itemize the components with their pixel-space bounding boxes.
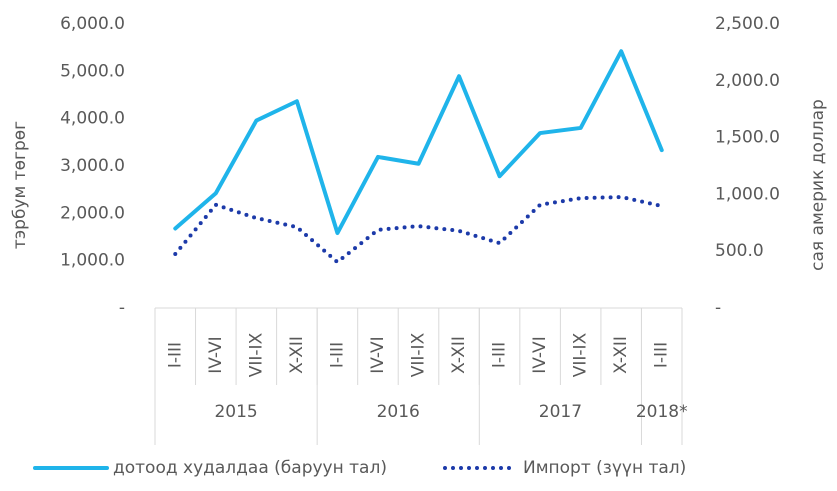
y2-axis-title: сая америк доллар bbox=[808, 99, 828, 271]
series-line bbox=[173, 49, 664, 236]
x-tick-label: IV-VI bbox=[368, 336, 388, 373]
group-label: 2017 bbox=[539, 402, 582, 422]
x-tick-label: VII-IX bbox=[246, 332, 266, 377]
y-axis-title: тэрбум төгрөг bbox=[10, 121, 30, 249]
x-tick-label: I-III bbox=[165, 342, 185, 368]
y2-tick-label: 2,000.0 bbox=[715, 71, 780, 91]
x-tick-label: VII-IX bbox=[571, 332, 591, 377]
y-tick-label: 1,000.0 bbox=[60, 251, 125, 271]
x-tick-label: X-XII bbox=[287, 336, 307, 374]
x-tick-label: VII-IX bbox=[409, 332, 429, 377]
y-tick-label: 4,000.0 bbox=[60, 109, 125, 129]
y-tick-label: 5,000.0 bbox=[60, 61, 125, 81]
y2-tick-label: 1,000.0 bbox=[715, 184, 780, 204]
y-tick-label: 2,000.0 bbox=[60, 203, 125, 223]
x-tick-label: IV-VI bbox=[530, 336, 550, 373]
y2-tick-label: 1,500.0 bbox=[715, 128, 780, 148]
y2-tick-label: 500.0 bbox=[715, 241, 764, 261]
x-tick-label: X-XII bbox=[611, 336, 631, 374]
x-tick-label: I-III bbox=[652, 342, 672, 368]
group-label: 2015 bbox=[214, 402, 257, 422]
legend-label: Импорт (зүүн тал) bbox=[523, 458, 686, 478]
y-tick-label: 3,000.0 bbox=[60, 156, 125, 176]
x-tick-label: I-III bbox=[327, 342, 347, 368]
y2-tick-label: 2,500.0 bbox=[715, 14, 780, 34]
x-tick-label: IV-VI bbox=[206, 336, 226, 373]
legend-label: дотоод худалдаа (баруун тал) bbox=[113, 458, 387, 478]
y-tick-label: 6,000.0 bbox=[60, 14, 125, 34]
x-tick-label: I-III bbox=[490, 342, 510, 368]
y-tick-label: - bbox=[119, 298, 125, 318]
x-tick-label: X-XII bbox=[449, 336, 469, 374]
series-line bbox=[173, 195, 664, 265]
group-label: 2016 bbox=[377, 402, 420, 422]
group-label: 2018* bbox=[636, 402, 688, 422]
y2-tick-label: - bbox=[715, 298, 721, 318]
